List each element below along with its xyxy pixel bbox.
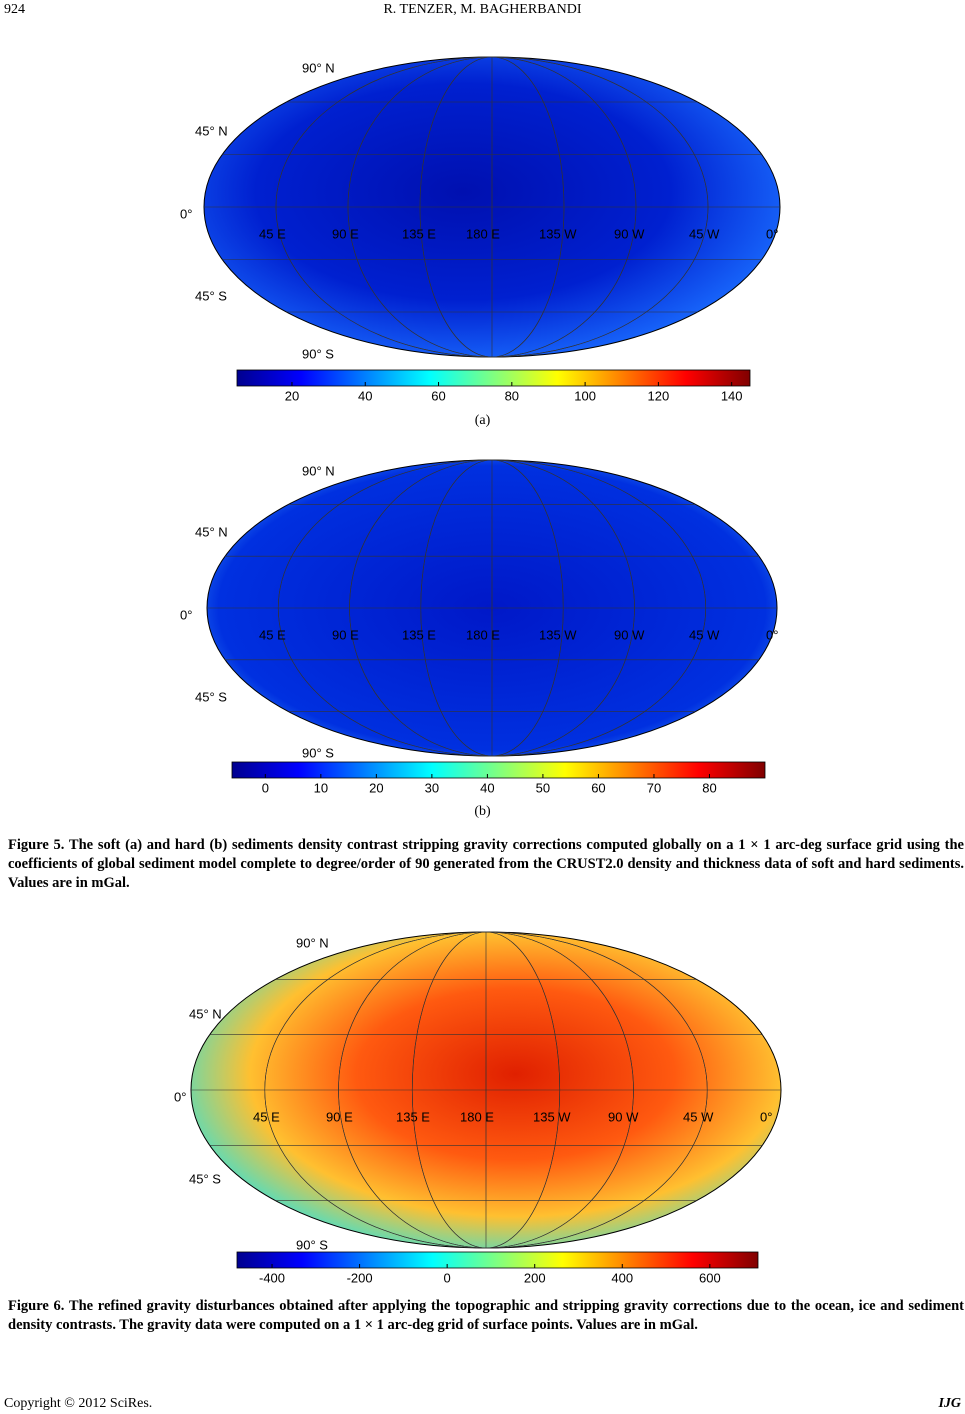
colorbar-tick-label: 70: [647, 780, 661, 795]
graticule: [264, 931, 708, 1249]
journal: IJG: [938, 1396, 961, 1411]
lon-label: 135 W: [533, 1109, 571, 1124]
lon-label: 0°: [766, 226, 778, 241]
lat-label: 90° S: [302, 346, 334, 361]
lat-label: 0°: [174, 1089, 186, 1104]
caption: Figure 5. The soft (a) and hard (b) sedi…: [8, 837, 964, 891]
colorbar-tick-label: 100: [574, 388, 596, 403]
colorbar: [236, 1251, 759, 1269]
lat-label: 0°: [180, 607, 192, 622]
lon-label: 0°: [760, 1109, 772, 1124]
colorbar-tick-label: 80: [702, 780, 716, 795]
lon-label: 180 E: [460, 1109, 494, 1124]
lat-label: 45° S: [195, 288, 227, 303]
subfigure-label: (a): [474, 413, 491, 428]
lon-label: 135 E: [402, 226, 436, 241]
lon-label: 90 E: [326, 1109, 353, 1124]
caption: Figure 6. The refined gravity disturbanc…: [8, 1298, 964, 1333]
colorbar: [231, 761, 766, 779]
lon-label: 45 W: [683, 1109, 714, 1124]
lat-label: 45° N: [189, 1006, 222, 1021]
lon-label: 45 E: [259, 226, 286, 241]
colorbar-tick-label: 80: [505, 388, 519, 403]
subfigure-label: (b): [474, 804, 491, 819]
colorbar-tick-label: 140: [721, 388, 743, 403]
lat-label: 0°: [180, 206, 192, 221]
colorbar-tick-label: -400: [259, 1270, 285, 1285]
colorbar-tick-label: 60: [431, 388, 445, 403]
lon-label: 45 W: [689, 226, 720, 241]
lon-label: 90 W: [614, 226, 645, 241]
colorbar-tick-label: 30: [425, 780, 439, 795]
lon-label: 135 W: [539, 627, 577, 642]
colorbar-tick-label: 60: [591, 780, 605, 795]
lon-label: 135 E: [402, 627, 436, 642]
lon-label: 45 E: [259, 627, 286, 642]
lon-label: 90 E: [332, 627, 359, 642]
lat-label: 90° S: [302, 745, 334, 760]
lat-label: 90° N: [296, 935, 329, 950]
lon-label: 90 W: [608, 1109, 639, 1124]
lon-label: 180 E: [466, 627, 500, 642]
lat-label: 90° S: [296, 1237, 328, 1252]
colorbar-tick-label: 200: [524, 1270, 546, 1285]
figures: 90° N 45° N 0° 45° S 90° S 45 E 90 E 135 E 180 E…: [174, 56, 782, 1285]
running-head: R. TENZER, M. BAGHERBANDI: [383, 2, 582, 17]
colorbar-tick-label: 40: [358, 388, 372, 403]
colorbar-tick-label: 120: [648, 388, 670, 403]
page-number: 924: [4, 2, 25, 17]
lon-label: 135 E: [396, 1109, 430, 1124]
lat-label: 45° N: [195, 123, 228, 138]
lon-label: 45 E: [253, 1109, 280, 1124]
copyright: Copyright © 2012 SciRes.: [4, 1396, 153, 1411]
graticule: [277, 459, 707, 757]
lat-label: 45° S: [189, 1171, 221, 1186]
graticule: [275, 56, 709, 358]
colorbar-tick-label: -200: [347, 1270, 373, 1285]
colorbar-tick-label: 10: [314, 780, 328, 795]
colorbar-tick-label: 600: [699, 1270, 721, 1285]
colorbar-tick-label: 400: [611, 1270, 633, 1285]
lat-label: 45° N: [195, 524, 228, 539]
colorbar-tick-label: 50: [536, 780, 550, 795]
lon-label: 45 W: [689, 627, 720, 642]
lon-label: 135 W: [539, 226, 577, 241]
lat-label: 90° N: [302, 463, 335, 478]
colorbar-tick-label: 20: [285, 388, 299, 403]
lon-label: 90 W: [614, 627, 645, 642]
colorbar: [236, 369, 751, 387]
lat-label: 45° S: [195, 689, 227, 704]
lon-label: 0°: [766, 627, 778, 642]
colorbar-tick-label: 0: [262, 780, 269, 795]
lon-label: 180 E: [466, 226, 500, 241]
lat-label: 90° N: [302, 60, 335, 75]
lon-label: 90 E: [332, 226, 359, 241]
colorbar-tick-label: 0: [444, 1270, 451, 1285]
colorbar-tick-label: 40: [480, 780, 494, 795]
colorbar-tick-label: 20: [369, 780, 383, 795]
